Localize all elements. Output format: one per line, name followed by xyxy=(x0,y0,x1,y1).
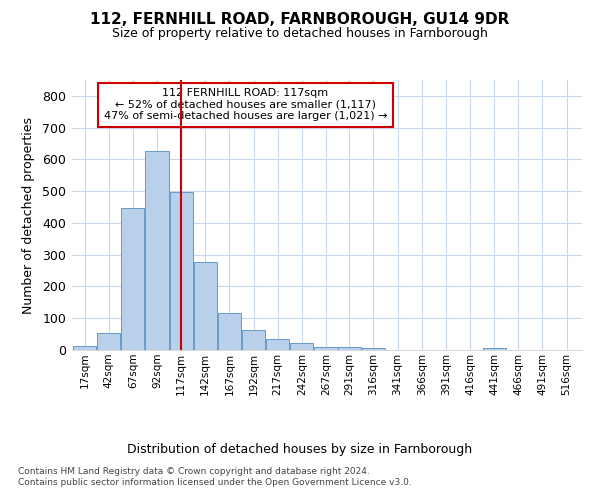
Text: Distribution of detached houses by size in Farnborough: Distribution of detached houses by size … xyxy=(127,442,473,456)
Bar xyxy=(290,343,313,350)
Bar xyxy=(170,192,193,350)
Text: 112 FERNHILL ROAD: 117sqm
← 52% of detached houses are smaller (1,117)
47% of se: 112 FERNHILL ROAD: 117sqm ← 52% of detac… xyxy=(104,88,387,122)
Y-axis label: Number of detached properties: Number of detached properties xyxy=(22,116,35,314)
Bar xyxy=(121,208,145,350)
Bar xyxy=(482,348,506,350)
Bar xyxy=(145,152,169,350)
Bar xyxy=(362,348,385,350)
Bar xyxy=(266,339,289,350)
Text: Size of property relative to detached houses in Farnborough: Size of property relative to detached ho… xyxy=(112,28,488,40)
Bar xyxy=(338,348,361,350)
Bar xyxy=(73,346,96,350)
Bar xyxy=(242,330,265,350)
Bar xyxy=(218,313,241,350)
Text: Contains HM Land Registry data © Crown copyright and database right 2024.
Contai: Contains HM Land Registry data © Crown c… xyxy=(18,468,412,487)
Bar xyxy=(194,262,217,350)
Text: 112, FERNHILL ROAD, FARNBOROUGH, GU14 9DR: 112, FERNHILL ROAD, FARNBOROUGH, GU14 9D… xyxy=(91,12,509,28)
Bar xyxy=(314,347,338,350)
Bar xyxy=(97,332,120,350)
